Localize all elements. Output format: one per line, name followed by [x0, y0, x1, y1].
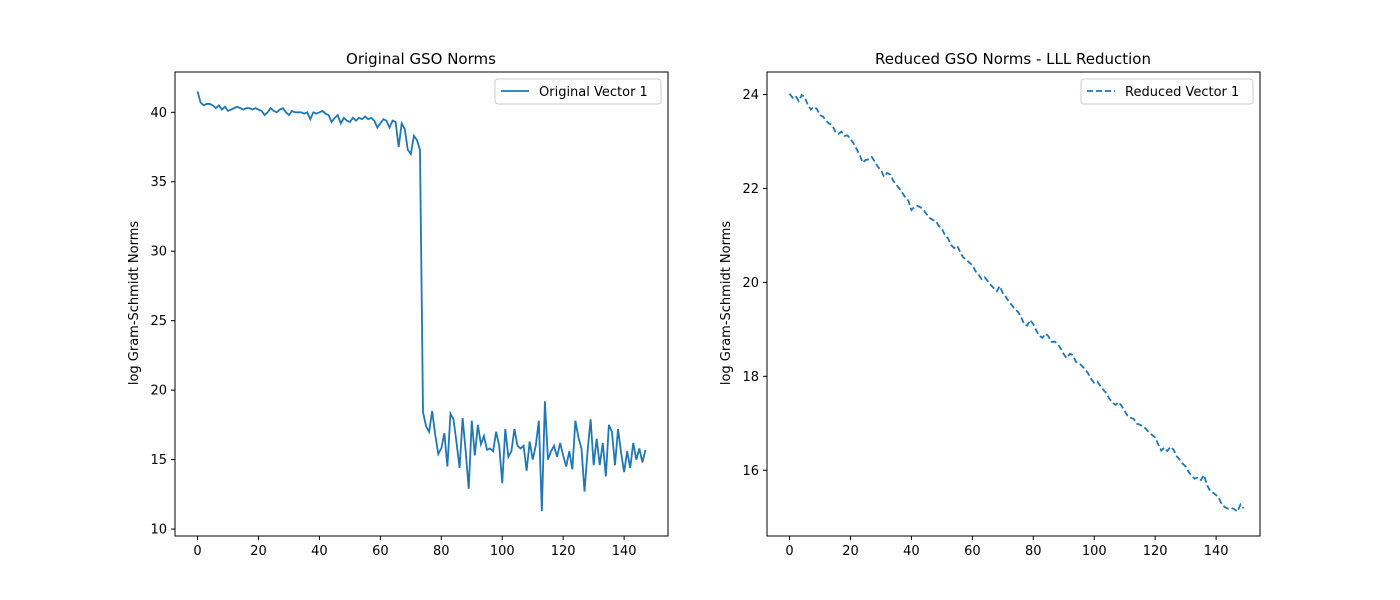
x-tick-label: 60	[964, 544, 981, 559]
legend-label: Original Vector 1	[539, 85, 648, 100]
y-tick-label: 16	[742, 464, 759, 479]
reduced-gso-norms-plot: Reduced GSO Norms - LLL Reduction log Gr…	[719, 50, 1261, 559]
x-tick-label: 0	[193, 544, 201, 559]
tick-group: 0 20 40 60 80 100 120 140 16 18 20 22 24	[742, 88, 1228, 559]
legend: Reduced Vector 1	[1080, 78, 1254, 105]
x-tick-label: 120	[551, 544, 576, 559]
x-tick-label: 120	[1143, 544, 1168, 559]
x-tick-label: 40	[311, 544, 328, 559]
y-tick-label: 18	[742, 370, 759, 385]
axes-frame	[174, 71, 669, 537]
y-axis-label: log Gram-Schmidt Norms	[719, 221, 734, 386]
original-gso-norms-plot: Original GSO Norms log Gram-Schmidt Norm…	[127, 50, 669, 559]
series-line	[196, 91, 647, 512]
y-tick-label: 10	[150, 523, 167, 538]
x-tick-label: 20	[250, 544, 267, 559]
y-tick-label: 35	[150, 175, 167, 190]
x-tick-label: 60	[372, 544, 389, 559]
y-tick-label: 30	[150, 245, 167, 260]
y-tick-label: 22	[742, 182, 759, 197]
x-tick-label: 20	[842, 544, 859, 559]
axes-frame	[766, 71, 1261, 537]
y-tick-label: 25	[150, 314, 167, 329]
x-tick-label: 100	[490, 544, 515, 559]
tick-group: 0 20 40 60 80 100 120 140 10 15 20 25 30 35 40	[150, 106, 636, 559]
y-axis-label: log Gram-Schmidt Norms	[127, 221, 142, 386]
chart-title: Original GSO Norms	[346, 50, 496, 68]
x-tick-label: 40	[903, 544, 920, 559]
x-tick-label: 80	[1025, 544, 1042, 559]
x-tick-label: 140	[1204, 544, 1229, 559]
y-tick-label: 15	[150, 453, 167, 468]
chart-title: Reduced GSO Norms - LLL Reduction	[875, 50, 1151, 68]
x-tick-label: 0	[785, 544, 793, 559]
x-tick-label: 80	[433, 544, 450, 559]
legend-box	[494, 78, 662, 105]
y-tick-label: 20	[742, 276, 759, 291]
x-tick-label: 100	[1082, 544, 1107, 559]
legend-label: Reduced Vector 1	[1125, 85, 1239, 100]
legend: Original Vector 1	[494, 78, 662, 105]
y-tick-label: 24	[742, 88, 759, 103]
y-tick-label: 20	[150, 384, 167, 399]
x-tick-label: 140	[612, 544, 637, 559]
legend-box	[1080, 78, 1254, 105]
series-line	[788, 93, 1245, 514]
y-tick-label: 40	[150, 106, 167, 121]
